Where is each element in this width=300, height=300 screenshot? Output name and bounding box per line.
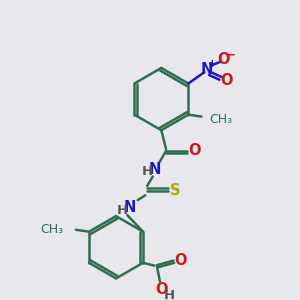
Text: H: H [142,165,153,178]
Text: H: H [164,289,175,300]
Text: CH₃: CH₃ [40,223,64,236]
Text: O: O [156,282,168,297]
Text: −: − [224,49,236,62]
Text: CH₃: CH₃ [209,113,232,126]
Text: H: H [117,204,128,217]
Text: N: N [148,162,161,177]
Text: +: + [208,59,216,69]
Text: O: O [188,143,201,158]
Text: N: N [124,200,136,215]
Text: O: O [217,52,230,68]
Text: N: N [201,62,213,77]
Text: O: O [220,73,232,88]
Text: S: S [170,183,181,198]
Text: O: O [175,254,187,268]
